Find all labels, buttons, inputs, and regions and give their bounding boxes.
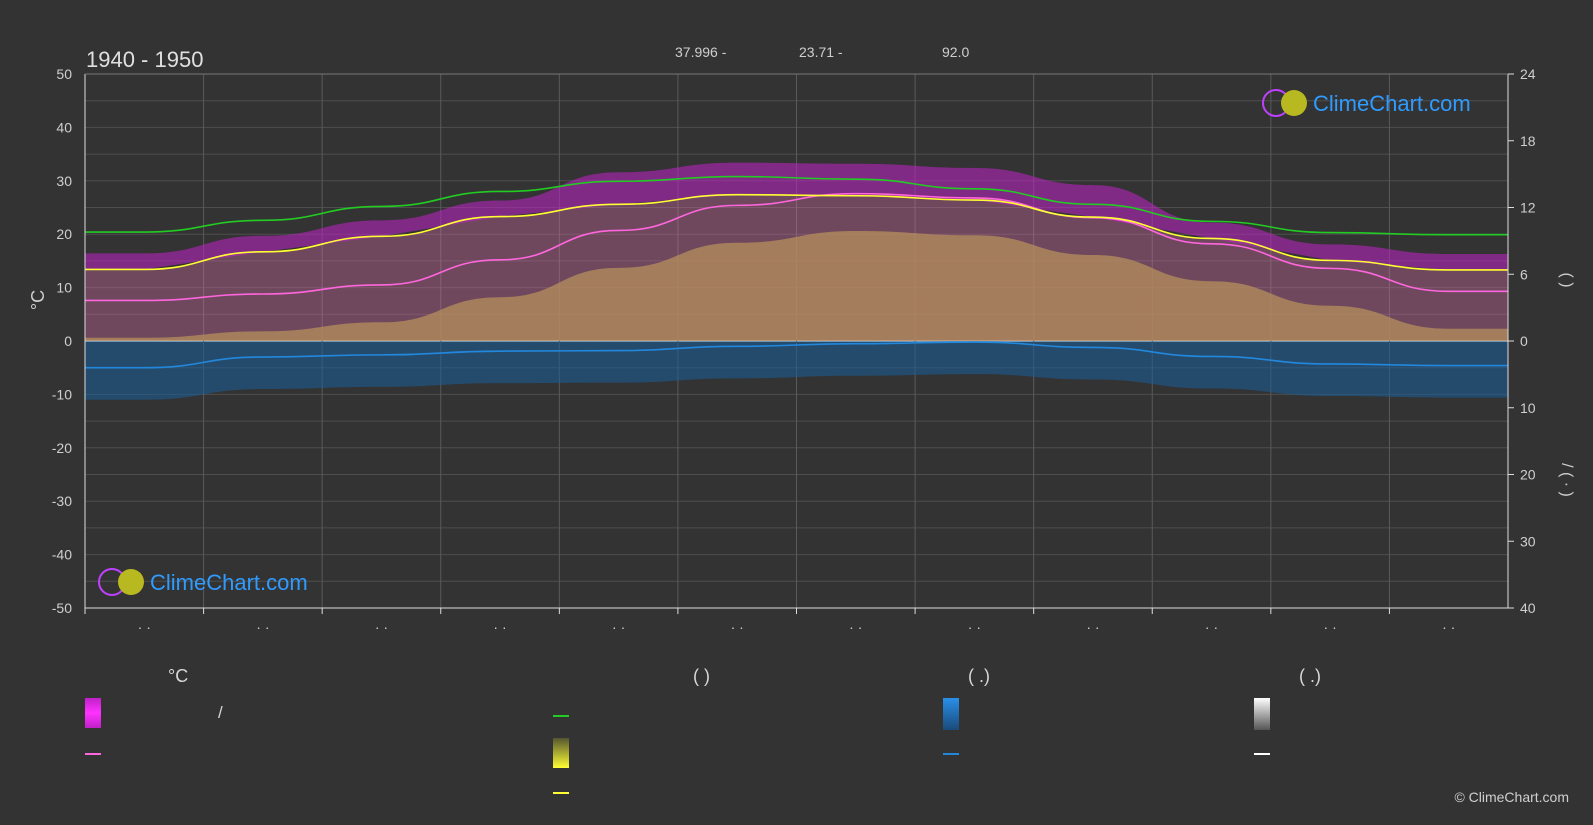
y-left-tick: 30	[56, 173, 72, 189]
watermark-text: ClimeChart.com	[1313, 91, 1471, 116]
y-left-tick: 10	[56, 280, 72, 296]
legend-line-yellow	[553, 792, 569, 794]
x-month-label: · ·	[968, 619, 981, 635]
x-month-label: · ·	[849, 619, 862, 635]
x-month-label: · ·	[612, 619, 625, 635]
chart-bands	[85, 162, 1508, 400]
x-month-label: · ·	[1442, 619, 1455, 635]
legend-header-temperature: °C	[168, 666, 189, 686]
y-right-top-tick: 6	[1520, 266, 1528, 282]
x-month-label: · ·	[256, 619, 269, 635]
chart-lines	[84, 175, 1508, 369]
watermark-text: ClimeChart.com	[150, 570, 308, 595]
precipitation-line	[84, 341, 1508, 369]
legend-swatch-snow	[1254, 698, 1270, 730]
daylight-line	[85, 193, 1508, 271]
max-temp-band	[85, 162, 1508, 270]
chart-axes: 50 40 30 20 10 0 -10 -20 -30 -40 -50 24 18 12 6 0 10 20 30…	[52, 66, 1575, 635]
legend-line-blue	[943, 753, 959, 755]
y-left-tick: 0	[64, 333, 72, 349]
y-right-bottom-tick: 40	[1520, 600, 1536, 616]
x-month-label: · ·	[375, 619, 388, 635]
watermark-top: ClimeChart.com	[1262, 89, 1471, 117]
y-left-label: °C	[28, 290, 48, 310]
sunshine-band	[85, 230, 1508, 341]
copyright: © ClimeChart.com	[1454, 789, 1569, 805]
logo-sun-icon	[118, 569, 144, 595]
chart-title: 1940 - 1950	[86, 47, 203, 72]
legend-line-green	[553, 715, 569, 717]
max-line	[85, 175, 1508, 236]
y-right-top-tick: 24	[1520, 66, 1536, 82]
legend-swatch-max-range	[85, 698, 101, 728]
y-right-bottom-tick: 10	[1520, 400, 1536, 416]
y-right-bottom-label: / ( · )	[1558, 463, 1575, 497]
x-month-label: · ·	[1324, 619, 1337, 635]
watermark-bottom: ClimeChart.com	[98, 568, 308, 596]
legend-swatch-sunshine	[553, 738, 569, 768]
x-month-label: · ·	[493, 619, 506, 635]
legend-line-white	[1254, 753, 1270, 755]
y-right-bottom-tick: 30	[1520, 533, 1536, 549]
y-right-top-tick: 12	[1520, 200, 1536, 216]
y-right-top-label: ( )	[1558, 272, 1575, 287]
mean-temp-band	[85, 194, 1508, 341]
mean-temp-line	[85, 192, 1508, 302]
x-month-label: · ·	[731, 619, 744, 635]
y-left-tick: -10	[52, 386, 72, 402]
y-left-tick: -50	[52, 600, 72, 616]
y-right-bottom-tick: 20	[1520, 467, 1536, 483]
legend-header-snow: ( .)	[1299, 666, 1321, 686]
y-left-tick: -40	[52, 547, 72, 563]
y-left-tick: 20	[56, 226, 72, 242]
header-stat-3: 92.0	[942, 44, 969, 60]
legend-slash: /	[218, 703, 223, 722]
header-stat-2: 23.71 -	[799, 44, 843, 60]
header-stat-1: 37.996 -	[675, 44, 727, 60]
legend-swatch-precipitation	[943, 698, 959, 730]
legend-line-pink	[85, 753, 101, 755]
x-month-label: · ·	[1205, 619, 1218, 635]
legend-header-sunshine: ( )	[693, 666, 710, 686]
logo-sun-icon	[1281, 90, 1307, 116]
y-right-top-tick: 18	[1520, 133, 1536, 149]
legend-header-precipitation: ( .)	[968, 666, 990, 686]
x-month-label: · ·	[1086, 619, 1099, 635]
y-left-tick: -20	[52, 440, 72, 456]
y-left-tick: -30	[52, 493, 72, 509]
y-left-tick: 50	[56, 66, 72, 82]
precipitation-band	[85, 341, 1508, 400]
y-right-top-tick: 0	[1520, 333, 1528, 349]
x-month-label: · ·	[138, 619, 151, 635]
y-left-tick: 40	[56, 119, 72, 135]
